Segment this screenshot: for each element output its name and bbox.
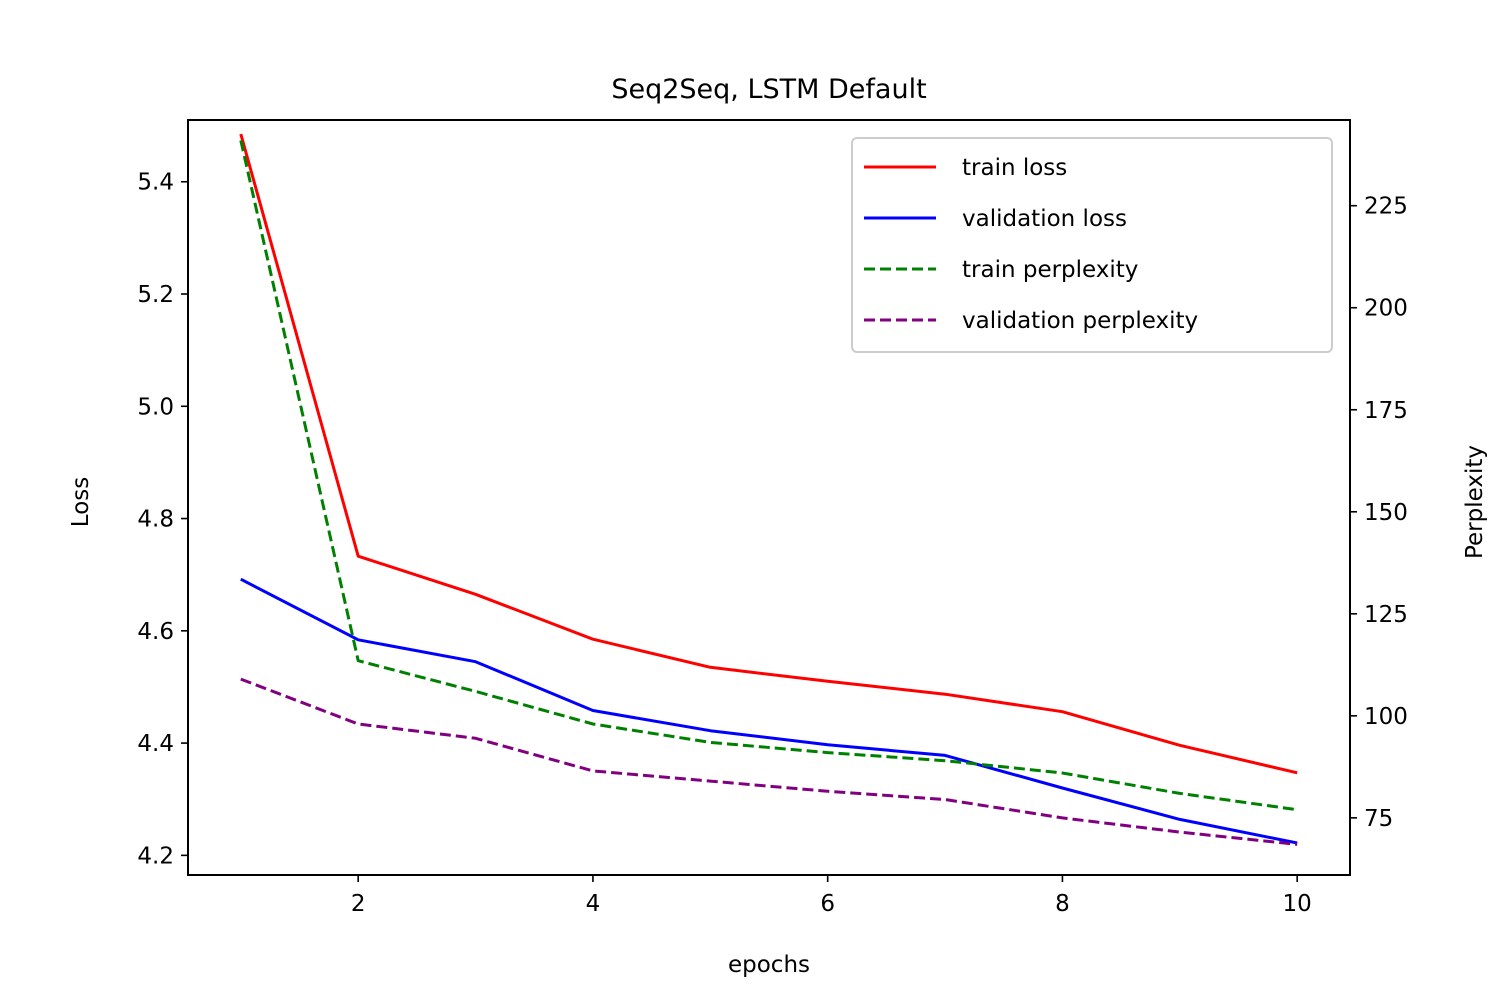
y-tick-label: 4.8 [137, 507, 174, 533]
legend-box [851, 137, 1333, 353]
legend-label-validation-perplexity: validation perplexity [962, 308, 1198, 334]
legend-label-train-loss: train loss [962, 155, 1067, 181]
y2-tick-label: 175 [1364, 398, 1408, 424]
chart-title: Seq2Seq, LSTM Default [611, 74, 926, 105]
y2-axis-ticks: 75 100 125 150 175 200 225 [1350, 194, 1408, 832]
y2-tick-label: 200 [1364, 296, 1408, 322]
x-axis-ticks: 2 4 6 8 10 [351, 875, 1312, 917]
x-tick-label: 8 [1055, 891, 1070, 917]
y-tick-label: 5.0 [137, 394, 174, 420]
y2-tick-label: 125 [1364, 602, 1408, 628]
series-line-validation-loss [240, 577, 1298, 845]
y-tick-label: 5.2 [137, 282, 174, 308]
y-tick-label: 5.4 [137, 170, 174, 196]
series-line-validation-perplexity [240, 677, 1298, 846]
y2-axis-title: Perplexity [1462, 445, 1488, 559]
y2-tick-label: 100 [1364, 704, 1408, 730]
x-tick-label: 10 [1283, 891, 1312, 917]
y2-tick-label: 150 [1364, 500, 1408, 526]
x-tick-label: 4 [586, 891, 601, 917]
plot-lines [239, 133, 1298, 846]
x-axis-title: epochs [728, 952, 810, 978]
legend-label-train-perplexity: train perplexity [962, 257, 1138, 283]
x-tick-label: 2 [351, 891, 366, 917]
legend-items: train loss validation loss train perplexit… [864, 155, 1198, 334]
legend: train loss validation loss train perplexit… [851, 137, 1333, 353]
y-axis-ticks: 4.2 4.4 4.6 4.8 5.0 5.2 5.4 [137, 170, 188, 869]
y-tick-label: 4.4 [137, 731, 174, 757]
y-tick-label: 4.2 [137, 843, 174, 869]
y-axis-title: Loss [68, 477, 94, 527]
plot-frame [187, 119, 1351, 876]
series-line-train-perplexity [239, 140, 1298, 812]
y-tick-label: 4.6 [137, 619, 174, 645]
x-tick-label: 6 [820, 891, 835, 917]
y2-tick-label: 225 [1364, 194, 1408, 220]
series-line-train-loss [239, 133, 1298, 775]
y2-tick-label: 75 [1364, 806, 1393, 832]
legend-label-validation-loss: validation loss [962, 206, 1127, 232]
